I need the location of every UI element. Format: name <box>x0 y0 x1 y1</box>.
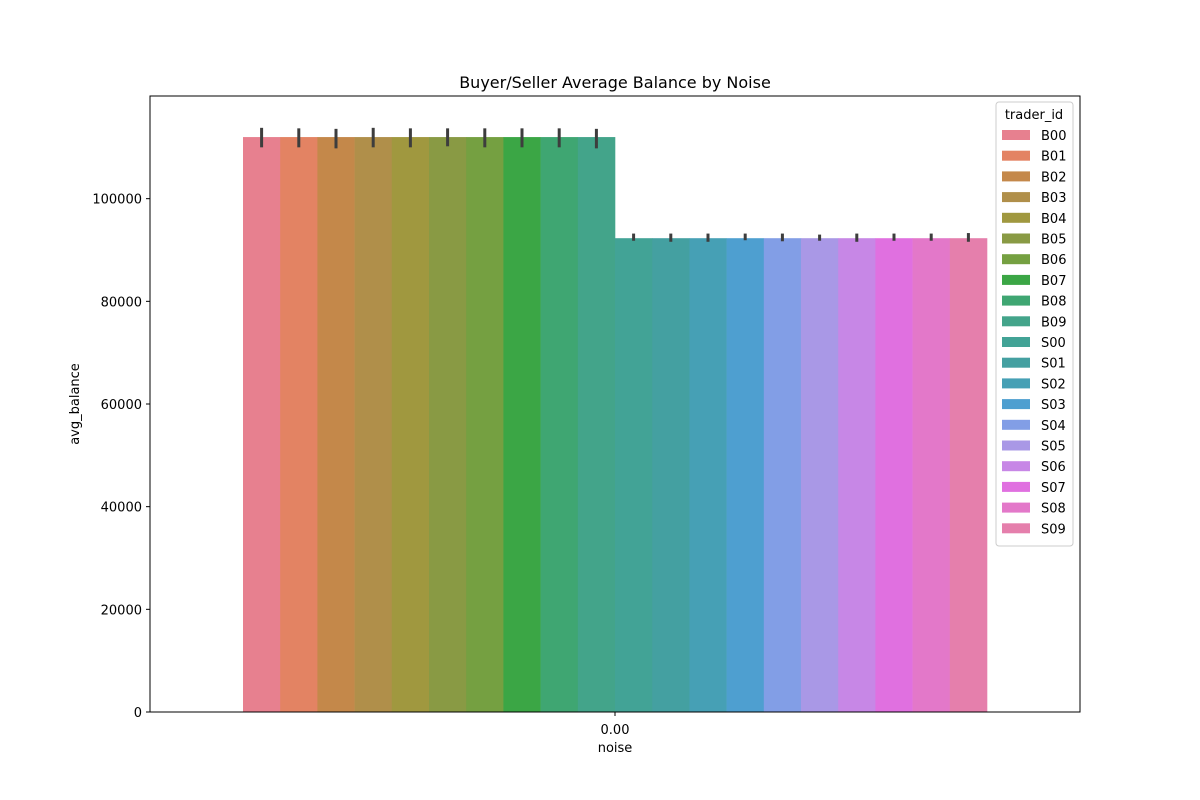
bar-s00 <box>615 238 653 712</box>
legend-swatch-s09 <box>1002 523 1030 534</box>
legend-label-b02: B02 <box>1041 170 1066 185</box>
bar-s06 <box>838 238 876 712</box>
bar-b01 <box>280 137 318 713</box>
legend-swatch-s07 <box>1002 481 1030 492</box>
bar-s04 <box>763 238 802 712</box>
legend-label-s09: S09 <box>1041 522 1066 537</box>
legend-label-b03: B03 <box>1041 191 1066 206</box>
legend-title: trader_id <box>1005 108 1063 123</box>
bar-s01 <box>652 238 690 712</box>
legend-label-s08: S08 <box>1041 502 1066 517</box>
x-tick-label: 0.00 <box>601 723 630 738</box>
error-bars-group <box>260 127 970 242</box>
bar-s02 <box>689 238 727 712</box>
legend-label-s00: S00 <box>1041 336 1066 351</box>
legend-label-b00: B00 <box>1041 129 1066 144</box>
x-axis: 0.00 <box>601 712 630 738</box>
legend-label-s02: S02 <box>1041 377 1066 392</box>
y-tick-label: 20000 <box>101 603 142 618</box>
legend-label-b04: B04 <box>1041 212 1066 227</box>
legend-swatch-b08 <box>1002 295 1030 306</box>
bar-s07 <box>875 238 913 712</box>
y-tick-label: 100000 <box>92 193 142 208</box>
legend-swatch-b05 <box>1002 233 1030 244</box>
bar-b04 <box>391 137 430 713</box>
legend-swatch-b04 <box>1002 212 1030 223</box>
y-axis: 0 20000 40000 60000 80000 100000 <box>92 193 150 721</box>
legend-label-b06: B06 <box>1041 253 1066 268</box>
bar-b03 <box>354 137 393 713</box>
legend-swatch-s08 <box>1002 502 1030 513</box>
legend-label-b07: B07 <box>1041 274 1066 289</box>
legend-swatch-b06 <box>1002 254 1030 265</box>
legend-label-s03: S03 <box>1041 398 1066 413</box>
bar-s08 <box>912 238 951 712</box>
legend-label-s07: S07 <box>1041 481 1066 496</box>
y-axis-label: avg_balance <box>68 363 83 445</box>
bar-b07 <box>503 137 541 713</box>
x-axis-label: noise <box>598 741 633 756</box>
legend-swatch-b00 <box>1002 130 1030 140</box>
legend-label-b09: B09 <box>1041 315 1066 330</box>
legend-swatch-b03 <box>1002 192 1030 203</box>
bar-b09 <box>577 137 616 713</box>
legend-label-b08: B08 <box>1041 295 1066 310</box>
chart-title: Buyer/Seller Average Balance by Noise <box>459 73 771 92</box>
legend-label-s05: S05 <box>1041 440 1066 455</box>
bar-b08 <box>540 137 579 713</box>
legend-swatch-b02 <box>1002 171 1030 182</box>
legend-label-b05: B05 <box>1041 233 1066 248</box>
bar-b02 <box>317 137 355 713</box>
bar-s09 <box>949 238 988 712</box>
bar-b06 <box>466 137 504 713</box>
legend-label-b01: B01 <box>1041 150 1066 165</box>
y-tick-label: 60000 <box>101 398 142 413</box>
bar-b05 <box>429 137 467 713</box>
legend-swatch-b01 <box>1002 150 1030 161</box>
legend: trader_id B00 B01 B02 B03 B04 B05 B06 B07 B08 B09… <box>995 101 1074 547</box>
legend-swatch-s00 <box>1002 337 1030 347</box>
legend-swatch-b09 <box>1002 316 1030 327</box>
legend-label-s04: S04 <box>1041 419 1066 434</box>
legend-swatch-s03 <box>1002 399 1030 410</box>
bar-s03 <box>726 238 765 712</box>
legend-swatch-s02 <box>1002 378 1030 389</box>
legend-swatch-s04 <box>1002 419 1030 430</box>
legend-items: B00 B01 B02 B03 B04 B05 B06 B07 B08 B09 S00 S01 S02 S… <box>1002 129 1066 537</box>
bar-s05 <box>801 238 839 712</box>
bars-group <box>243 137 988 713</box>
y-tick-label: 0 <box>134 706 142 721</box>
bar-b00 <box>243 137 281 713</box>
y-tick-label: 40000 <box>101 501 142 516</box>
y-tick-label: 80000 <box>101 295 142 310</box>
legend-swatch-s06 <box>1002 461 1030 472</box>
legend-label-s01: S01 <box>1041 357 1066 372</box>
legend-swatch-b07 <box>1002 274 1030 285</box>
legend-swatch-s01 <box>1002 357 1030 368</box>
legend-label-s06: S06 <box>1041 460 1066 475</box>
legend-swatch-s05 <box>1002 440 1030 451</box>
